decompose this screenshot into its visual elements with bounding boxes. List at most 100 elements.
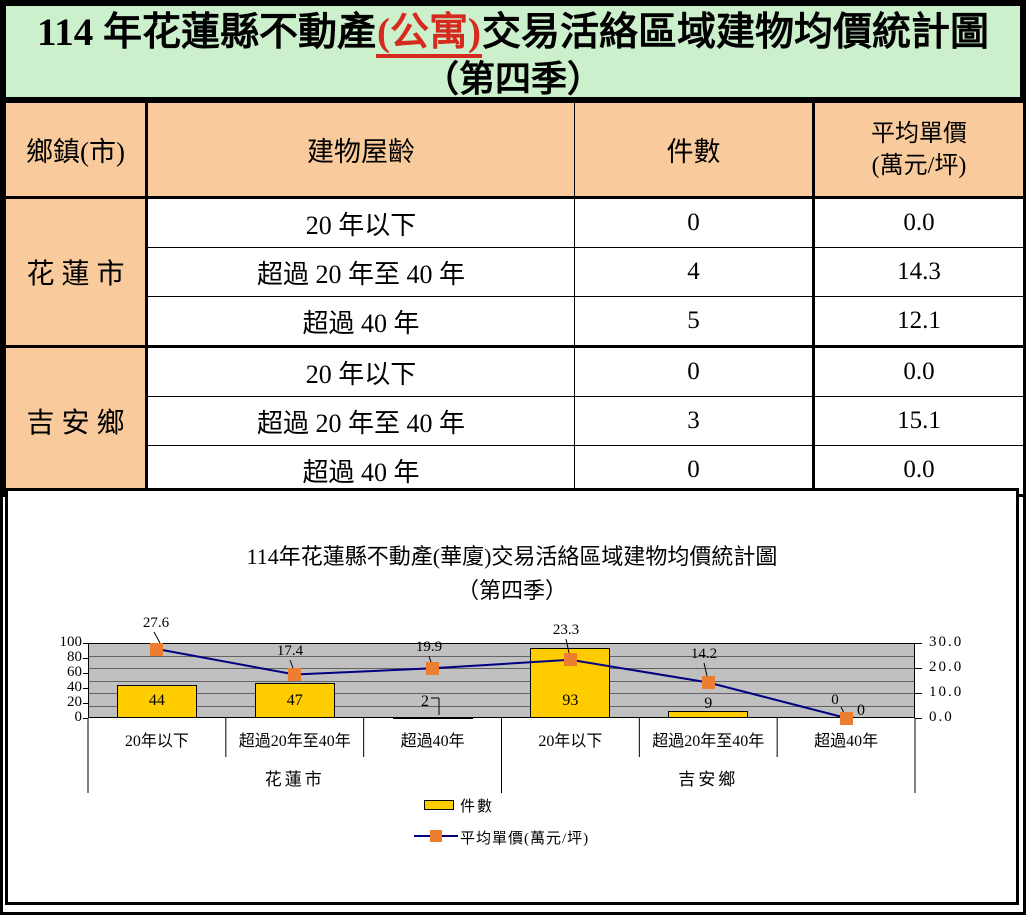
x-group-label: 吉安鄉: [678, 770, 739, 789]
gridline: [89, 680, 914, 682]
stats-table: 鄉鎮(市) 建物屋齡 件數 平均單價 (萬元/坪) 花蓮市 20 年以下 0 0…: [3, 100, 1026, 497]
count-data-label: 0: [857, 702, 865, 719]
x-category-label: 20年以下: [538, 733, 603, 750]
x-category-label: 超過40年: [814, 733, 879, 750]
y-axis-tick-label: 100: [59, 634, 83, 650]
y-axis-tick: [83, 673, 88, 674]
district-cell: 吉安鄉: [4, 345, 148, 496]
y-axis-tick: [83, 688, 88, 689]
district-cell: 花蓮市: [4, 197, 148, 347]
y2-axis-tick-label: 20.0: [929, 659, 964, 675]
bar: [392, 716, 473, 719]
price-cell: 0.0: [813, 345, 1025, 397]
age-cell: 超過 20 年至 40 年: [146, 247, 575, 297]
y2-axis-tick: [915, 693, 922, 694]
report-title-highlight: (公寓): [376, 11, 483, 58]
line-marker: [150, 642, 164, 656]
x-category-label: 20年以下: [124, 733, 189, 750]
chart-box: 114年花蓮縣不動產(華廈)交易活絡區域建物均價統計圖 （第四季） 0 20 40 6…: [5, 488, 1019, 905]
y2-axis-tick-label: 30.0: [929, 634, 964, 650]
y-axis-tick-label: 80: [67, 649, 82, 665]
y-axis-tick: [83, 658, 88, 659]
label-leader-line: [153, 631, 161, 644]
gridline: [89, 693, 914, 694]
count-data-label: 93: [562, 692, 579, 709]
table-row: 超過 20 年至 40 年 4 14.3: [5, 247, 1025, 297]
age-cell: 20 年以下: [146, 197, 575, 248]
header-district: 鄉鎮(市): [4, 101, 148, 199]
line-marker: [839, 711, 853, 725]
legend-bar-swatch: [424, 800, 454, 810]
x-category-label: 超過40年: [400, 733, 465, 750]
gridline: [89, 668, 914, 669]
header-count: 件數: [574, 101, 815, 199]
price-cell: 15.1: [813, 396, 1025, 446]
table-row: 超過 20 年至 40 年 3 15.1: [5, 396, 1025, 446]
header-age: 建物屋齡: [146, 101, 575, 199]
line-marker: [701, 676, 715, 689]
table-row: 超過 40 年 5 12.1: [5, 296, 1025, 347]
count-data-label: 44: [148, 692, 165, 709]
x-category-label: 超過20年至40年: [652, 733, 765, 750]
y-axis-tick: [83, 703, 88, 704]
gridline: [89, 705, 914, 707]
price-data-label: 17.4: [276, 643, 304, 659]
line-marker: [563, 653, 577, 667]
y-axis-tick: [83, 643, 88, 644]
price-cell: 0.0: [813, 445, 1025, 496]
x-category-label: 超過20年至40年: [238, 733, 351, 750]
gridline: [89, 655, 914, 657]
y-axis-tick-label: 40: [67, 679, 82, 695]
price-cell: 0.0: [813, 197, 1025, 248]
age-cell: 超過 40 年: [146, 296, 575, 347]
count-data-label: 2: [421, 693, 429, 710]
legend-bar-label: 件數: [460, 799, 495, 815]
y2-axis-tick-label: 0.0: [929, 709, 954, 725]
count-cell: 0: [574, 197, 815, 248]
y-axis-tick-label: 20: [67, 694, 82, 710]
price-data-label: 23.3: [552, 622, 580, 638]
count-data-label: 47: [286, 692, 303, 709]
y-axis-tick: [83, 718, 88, 719]
count-cell: 0: [574, 345, 815, 397]
count-cell: 0: [574, 445, 815, 496]
age-cell: 超過 40 年: [146, 445, 575, 496]
age-cell: 20 年以下: [146, 345, 575, 397]
price-cell: 12.1: [813, 296, 1025, 347]
header-price-line1: 平均單價: [871, 120, 967, 147]
count-cell: 4: [574, 247, 815, 297]
report-title-line1: 114 年花蓮縣不動產(公寓)交易活絡區域建物均價統計圖: [6, 6, 1020, 58]
price-data-label: 0: [831, 692, 839, 708]
table-row: 吉安鄉 20 年以下 0 0.0: [4, 345, 1025, 496]
y-axis-tick-label: 60: [67, 664, 82, 680]
chart-title: 114年花蓮縣不動產(華廈)交易活絡區域建物均價統計圖: [246, 544, 778, 569]
y-axis-tick-label: 0: [74, 709, 83, 725]
y2-axis-tick: [915, 718, 922, 719]
table-row: 花蓮市 20 年以下 0 0.0: [4, 197, 1025, 347]
count-data-label: 9: [704, 695, 713, 712]
report-title-post: 交易活絡區域建物均價統計圖: [482, 11, 990, 54]
price-data-label: 27.6: [142, 615, 170, 631]
header-price-line2: (萬元/坪): [871, 152, 967, 179]
line-marker: [426, 661, 440, 675]
y2-axis-tick-label: 10.0: [929, 684, 964, 700]
report-title-box: 114 年花蓮縣不動產(公寓)交易活絡區域建物均價統計圖 （第四季）: [3, 3, 1023, 100]
age-cell: 超過 20 年至 40 年: [146, 396, 575, 446]
legend-marker-swatch: [430, 830, 442, 842]
table-header-row: 鄉鎮(市) 建物屋齡 件數 平均單價 (萬元/坪): [4, 101, 1025, 199]
price-data-label: 14.2: [690, 646, 718, 662]
header-price: 平均單價 (萬元/坪): [813, 101, 1025, 199]
price-data-label: 19.9: [415, 639, 443, 655]
count-cell: 5: [574, 296, 815, 347]
table-row: 超過 40 年 0 0.0: [5, 445, 1025, 496]
price-cell: 14.3: [813, 247, 1025, 297]
report-title-line2: （第四季）: [422, 59, 603, 99]
chart-subtitle: （第四季）: [456, 578, 567, 603]
line-marker: [288, 668, 302, 681]
y2-axis-tick: [915, 643, 922, 644]
legend-line-label: 平均單價(萬元/坪): [460, 831, 590, 847]
count-cell: 3: [574, 396, 815, 446]
x-group-label: 花蓮市: [264, 770, 325, 789]
y2-axis-tick: [915, 668, 922, 669]
